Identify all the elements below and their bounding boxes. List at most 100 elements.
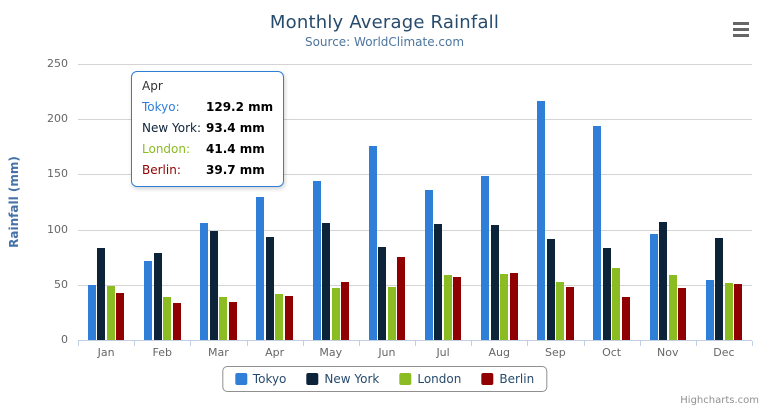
bar-berlin-sep[interactable] <box>566 287 574 340</box>
legend-label: London <box>417 372 462 386</box>
bar-new-york-oct[interactable] <box>603 248 611 340</box>
x-axis-tick <box>359 341 360 346</box>
legend-swatch-icon <box>234 373 247 385</box>
legend-label: Berlin <box>499 372 535 386</box>
bar-berlin-oct[interactable] <box>622 297 630 340</box>
bar-new-york-may[interactable] <box>322 223 330 340</box>
bar-london-mar[interactable] <box>219 297 227 340</box>
legend-item-new-york[interactable]: New York <box>306 372 379 386</box>
tooltip-series-label: London: <box>142 142 191 156</box>
x-axis-tick <box>527 341 528 346</box>
tooltip-row: New York: 93.4 mm <box>142 118 273 139</box>
bar-tokyo-dec[interactable] <box>706 280 714 340</box>
bar-tokyo-mar[interactable] <box>200 223 208 340</box>
bar-berlin-mar[interactable] <box>229 302 237 340</box>
x-axis-tick <box>303 341 304 346</box>
bar-berlin-jul[interactable] <box>453 277 461 340</box>
bar-london-nov[interactable] <box>669 275 677 340</box>
bar-berlin-jan[interactable] <box>116 293 124 340</box>
bar-new-york-aug[interactable] <box>491 225 499 340</box>
y-axis-label: 150 <box>47 167 68 181</box>
gridline <box>78 284 752 286</box>
bar-new-york-dec[interactable] <box>715 238 723 340</box>
chart-subtitle: Source: WorldClimate.com <box>304 35 465 49</box>
hamburger-icon <box>733 28 749 31</box>
x-axis-label: Oct <box>602 346 622 359</box>
bar-berlin-may[interactable] <box>341 282 349 340</box>
bar-tokyo-apr[interactable] <box>256 197 264 340</box>
bar-tokyo-aug[interactable] <box>481 176 489 340</box>
x-axis-tick <box>78 341 79 346</box>
bar-berlin-feb[interactable] <box>173 303 181 340</box>
bar-london-sep[interactable] <box>556 282 564 340</box>
x-axis-label: Sep <box>545 346 566 359</box>
x-axis-tick <box>134 341 135 346</box>
x-axis-label: Nov <box>657 346 679 359</box>
bar-tokyo-jan[interactable] <box>88 285 96 340</box>
bar-tokyo-may[interactable] <box>313 181 321 340</box>
tooltip-series-value: 39.7 mm <box>206 163 265 177</box>
bar-new-york-jul[interactable] <box>434 224 442 340</box>
x-axis-tick <box>640 341 641 346</box>
legend-item-tokyo[interactable]: Tokyo <box>234 372 287 386</box>
x-axis-tick <box>190 341 191 346</box>
legend: Tokyo New York London Berlin <box>221 366 548 392</box>
bar-tokyo-jul[interactable] <box>425 190 433 340</box>
bar-tokyo-feb[interactable] <box>144 261 152 340</box>
gridline <box>78 64 752 65</box>
x-axis-label: Jun <box>378 346 396 359</box>
bar-london-may[interactable] <box>332 288 340 340</box>
x-axis-tick <box>247 341 248 346</box>
bar-berlin-aug[interactable] <box>510 273 518 340</box>
tooltip-series-value: 93.4 mm <box>206 121 265 135</box>
tooltip-series-value: 129.2 mm <box>206 100 274 114</box>
bar-new-york-mar[interactable] <box>210 231 218 340</box>
bar-london-aug[interactable] <box>500 274 508 340</box>
bar-london-oct[interactable] <box>612 268 620 340</box>
legend-label: Tokyo <box>252 372 287 386</box>
gridline <box>78 119 752 121</box>
bar-berlin-jun[interactable] <box>397 257 405 340</box>
bar-new-york-jan[interactable] <box>97 248 105 340</box>
x-axis-label: Dec <box>713 346 735 359</box>
x-axis-tick <box>752 341 753 346</box>
bar-london-dec[interactable] <box>725 283 733 340</box>
tooltip-row: Berlin: 39.7 mm <box>142 160 273 181</box>
credits-link[interactable]: Highcharts.com <box>680 395 759 406</box>
bar-tokyo-sep[interactable] <box>537 101 545 340</box>
bar-london-jun[interactable] <box>388 287 396 340</box>
bar-berlin-apr[interactable] <box>285 296 293 340</box>
legend-item-london[interactable]: London <box>399 372 461 386</box>
tooltip-row: London: 41.4 mm <box>142 139 273 160</box>
bar-london-apr[interactable] <box>275 294 283 340</box>
y-axis-label: 50 <box>54 277 68 291</box>
bar-new-york-jun[interactable] <box>378 247 386 340</box>
y-axis-label: 200 <box>47 112 68 126</box>
legend-item-berlin[interactable]: Berlin <box>481 372 534 386</box>
bar-berlin-nov[interactable] <box>678 288 686 340</box>
bar-london-jan[interactable] <box>107 286 115 340</box>
tooltip-series-label: Berlin: <box>142 163 181 177</box>
bar-london-jul[interactable] <box>444 275 452 340</box>
bar-berlin-dec[interactable] <box>734 284 742 340</box>
bar-tokyo-jun[interactable] <box>369 146 377 340</box>
bar-tokyo-nov[interactable] <box>650 234 658 340</box>
x-axis-tick <box>584 341 585 346</box>
x-axis-label: Jul <box>436 346 450 359</box>
x-axis-line <box>78 340 752 341</box>
bar-new-york-sep[interactable] <box>547 239 555 340</box>
y-axis-label: 100 <box>47 222 68 236</box>
bar-new-york-apr[interactable] <box>266 237 274 340</box>
bar-tokyo-oct[interactable] <box>593 126 601 340</box>
gridline <box>78 174 752 176</box>
context-menu-button[interactable] <box>732 20 750 39</box>
hamburger-icon <box>733 22 749 25</box>
tooltip-row: Tokyo: 129.2 mm <box>142 97 273 118</box>
bar-new-york-feb[interactable] <box>154 253 162 340</box>
legend-swatch-icon <box>306 373 319 385</box>
y-axis-label: 250 <box>47 57 68 70</box>
bar-london-feb[interactable] <box>163 297 171 340</box>
bar-new-york-nov[interactable] <box>659 222 667 340</box>
x-axis-label: Jan <box>97 346 115 359</box>
